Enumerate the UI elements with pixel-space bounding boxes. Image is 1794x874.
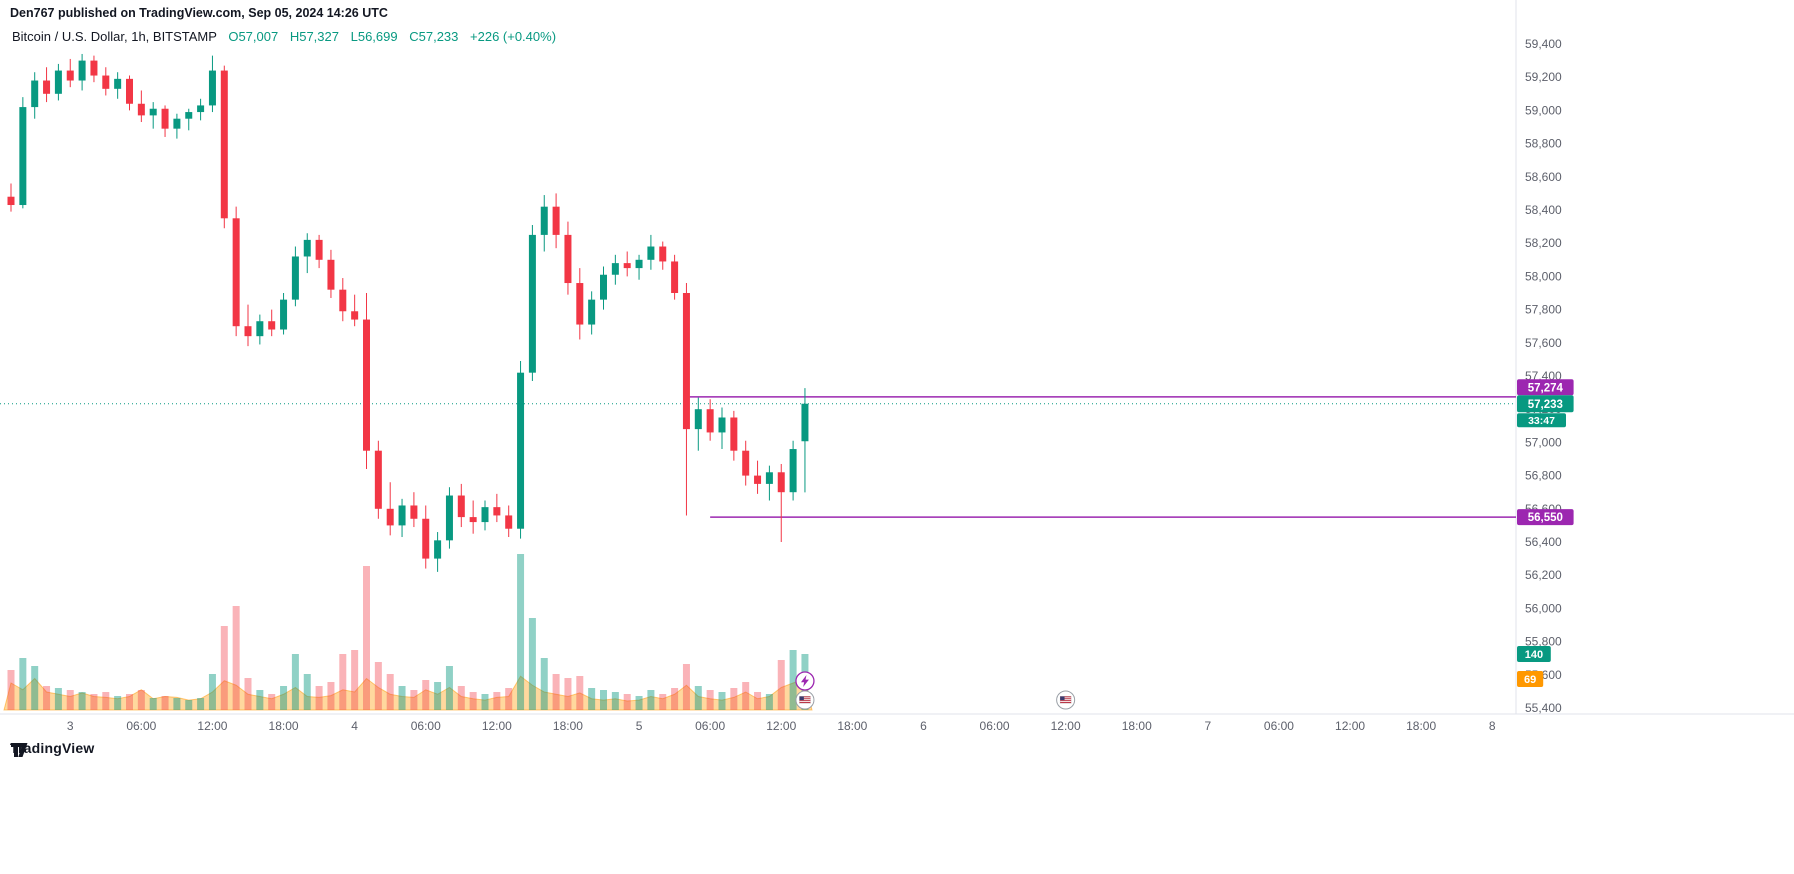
svg-text:58,200: 58,200: [1525, 236, 1562, 250]
svg-text:12:00: 12:00: [482, 719, 512, 733]
svg-text:33:47: 33:47: [1528, 415, 1555, 427]
svg-text:55,400: 55,400: [1525, 701, 1562, 715]
svg-text:12:00: 12:00: [197, 719, 227, 733]
axis-badge-33:47[interactable]: 33:47: [1517, 413, 1566, 428]
svg-text:18:00: 18:00: [837, 719, 867, 733]
axis-badge-57,274[interactable]: 57,274: [1517, 379, 1574, 396]
svg-text:57,233: 57,233: [1528, 399, 1563, 411]
ohlc-high: H57,327: [289, 29, 339, 44]
svg-text:59,200: 59,200: [1525, 70, 1562, 84]
svg-text:55,800: 55,800: [1525, 635, 1562, 649]
svg-text:58,000: 58,000: [1525, 269, 1562, 283]
svg-text:69: 69: [1524, 674, 1536, 686]
axis-badge-56,550[interactable]: 56,550: [1517, 509, 1574, 526]
svg-text:06:00: 06:00: [1264, 719, 1294, 733]
us-flag-icon[interactable]: [795, 690, 815, 710]
svg-text:12:00: 12:00: [1051, 719, 1081, 733]
svg-text:57,274: 57,274: [1528, 382, 1564, 394]
tradingview-footer-link[interactable]: TradingView: [10, 740, 95, 757]
svg-text:18:00: 18:00: [553, 719, 583, 733]
axis-badge-140[interactable]: 140: [1517, 646, 1551, 662]
us-flag-icon[interactable]: [1056, 690, 1076, 710]
price-change: +226 (+0.40%): [470, 29, 557, 44]
svg-text:56,400: 56,400: [1525, 535, 1562, 549]
svg-text:57,800: 57,800: [1525, 303, 1562, 317]
svg-text:59,000: 59,000: [1525, 103, 1562, 117]
svg-text:06:00: 06:00: [126, 719, 156, 733]
svg-text:56,800: 56,800: [1525, 469, 1562, 483]
symbol-title: Bitcoin / U.S. Dollar, 1h, BITSTAMP: [12, 29, 217, 44]
svg-text:06:00: 06:00: [695, 719, 725, 733]
svg-text:18:00: 18:00: [1406, 719, 1436, 733]
svg-text:18:00: 18:00: [269, 719, 299, 733]
svg-text:56,000: 56,000: [1525, 601, 1562, 615]
svg-text:12:00: 12:00: [766, 719, 796, 733]
ohlc-open: O57,007: [228, 29, 279, 44]
svg-text:56,550: 56,550: [1528, 512, 1563, 524]
svg-text:3: 3: [67, 719, 74, 733]
axis-badge-69[interactable]: 69: [1517, 670, 1544, 687]
ohlc-low: L56,699: [350, 29, 398, 44]
axis-badge-57,233[interactable]: 57,233: [1517, 395, 1574, 413]
time-axis-labels: 3 06:00 12:00 18:00 4 06:00 12:00 18:00 5 06:00 12…: [67, 719, 1496, 733]
svg-text:12:00: 12:00: [1335, 719, 1365, 733]
price-axis-labels: 59,400 59,200 59,000 58,800 58,600 58,400 58,2…: [1525, 37, 1562, 715]
svg-text:6: 6: [920, 719, 927, 733]
svg-text:8: 8: [1489, 719, 1496, 733]
candles-layer[interactable]: [7, 53, 809, 572]
ohlc-close: C57,233: [409, 29, 459, 44]
svg-text:140: 140: [1525, 649, 1543, 661]
chart-legend: Bitcoin / U.S. Dollar, 1h, BITSTAMP O57,…: [12, 29, 556, 44]
svg-text:5: 5: [636, 719, 643, 733]
svg-text:58,800: 58,800: [1525, 137, 1562, 151]
tradingview-brand-text: TradingView: [10, 740, 95, 756]
svg-text:7: 7: [1205, 719, 1212, 733]
svg-text:18:00: 18:00: [1122, 719, 1152, 733]
volume-bars[interactable]: [7, 554, 809, 710]
svg-text:57,600: 57,600: [1525, 336, 1562, 350]
svg-text:06:00: 06:00: [980, 719, 1010, 733]
svg-text:59,400: 59,400: [1525, 37, 1562, 51]
publish-attribution: Den767 published on TradingView.com, Sep…: [10, 6, 388, 20]
svg-text:57,000: 57,000: [1525, 435, 1562, 449]
svg-text:06:00: 06:00: [411, 719, 441, 733]
svg-text:58,600: 58,600: [1525, 170, 1562, 184]
orange-indicator-area[interactable]: [3, 675, 813, 711]
svg-text:4: 4: [351, 719, 358, 733]
lightning-icon[interactable]: [795, 671, 815, 691]
svg-text:56,200: 56,200: [1525, 568, 1562, 582]
tradingview-logo-icon: [11, 743, 28, 757]
svg-text:58,400: 58,400: [1525, 203, 1562, 217]
